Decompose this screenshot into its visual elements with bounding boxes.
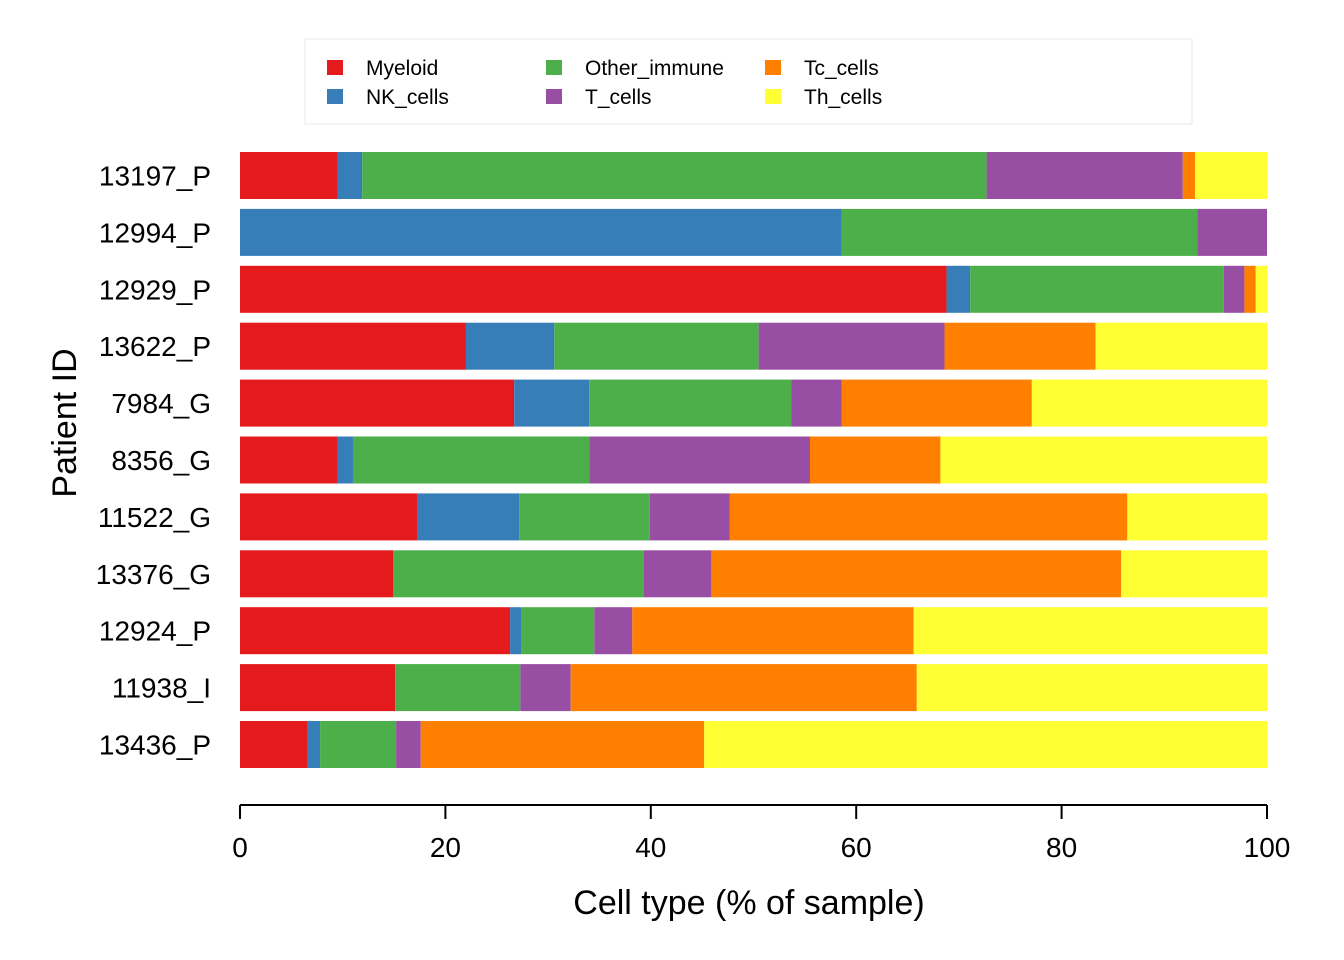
- bar-segment-13376_G-Tc_cells: [711, 550, 1122, 598]
- bar-segment-7984_G-Th_cells: [1031, 379, 1267, 427]
- legend-label-Tc_cells: Tc_cells: [804, 57, 879, 80]
- bar-segment-12929_P-Other_immune: [970, 265, 1224, 313]
- bar-segment-13622_P-Tc_cells: [944, 322, 1096, 370]
- bar-segment-13197_P-T_cells: [986, 152, 1183, 199]
- bar-segment-13197_P-Myeloid: [240, 152, 338, 199]
- bar-segment-8356_G-Tc_cells: [809, 436, 941, 484]
- bar-segment-11522_G-Tc_cells: [729, 493, 1128, 541]
- legend-swatch-Myeloid: [327, 60, 343, 75]
- legend-swatch-Tc_cells: [765, 60, 781, 75]
- x-tick-label: 40: [635, 832, 666, 863]
- bar-segment-12929_P-Th_cells: [1255, 265, 1267, 313]
- legend-swatch-Th_cells: [765, 89, 781, 104]
- bar-segment-11522_G-T_cells: [649, 493, 730, 541]
- x-tick-label: 60: [841, 832, 872, 863]
- x-axis-title: Cell type (% of sample): [573, 884, 924, 922]
- bar-segment-12994_P-T_cells: [1197, 208, 1267, 256]
- bar-segment-8356_G-Myeloid: [240, 436, 338, 484]
- legend-label-NK_cells: NK_cells: [366, 86, 449, 109]
- y-tick-label: 13376_G: [96, 559, 211, 590]
- bar-segment-11522_G-NK_cells: [417, 493, 520, 541]
- bar-segment-13622_P-NK_cells: [465, 322, 555, 370]
- x-tick-label: 100: [1244, 832, 1291, 863]
- bar-segment-12994_P-Other_immune: [841, 208, 1198, 256]
- bar-segment-12929_P-NK_cells: [946, 265, 971, 313]
- bar-segment-13376_G-T_cells: [643, 550, 712, 598]
- legend-box: [304, 38, 1193, 125]
- bar-segment-8356_G-Other_immune: [352, 436, 590, 484]
- bar-segment-12994_P-NK_cells: [240, 208, 842, 256]
- bar-segment-13622_P-T_cells: [758, 322, 945, 370]
- bar-segment-13436_P-Tc_cells: [420, 721, 705, 768]
- bar-segment-13376_G-Myeloid: [240, 550, 394, 598]
- legend-swatch-Other_immune: [546, 60, 562, 75]
- bar-segment-12924_P-Other_immune: [521, 607, 595, 655]
- legend-label-Myeloid: Myeloid: [366, 57, 438, 80]
- y-axis-title: Patient ID: [46, 348, 84, 497]
- bar-segment-13197_P-Tc_cells: [1182, 152, 1196, 199]
- y-tick-label: 13197_P: [99, 161, 211, 192]
- bar-segment-12929_P-Myeloid: [240, 265, 947, 313]
- bar-segment-7984_G-Myeloid: [240, 379, 515, 427]
- bar-segment-11522_G-Other_immune: [519, 493, 650, 541]
- bar-segment-8356_G-T_cells: [589, 436, 810, 484]
- bar-segment-7984_G-NK_cells: [514, 379, 590, 427]
- bar-segment-13376_G-Th_cells: [1121, 550, 1267, 598]
- y-tick-label: 11522_G: [98, 502, 211, 533]
- x-axis: 0 20 40 60 80 100: [232, 804, 1291, 863]
- y-tick-label: 13436_P: [99, 730, 211, 761]
- x-tick-label: 20: [430, 832, 461, 863]
- bar-segment-13436_P-T_cells: [396, 721, 421, 768]
- legend: Myeloid NK_cells Other_immune T_cells Tc_cel…: [304, 38, 1193, 125]
- bar-segment-13436_P-Th_cells: [704, 721, 1267, 768]
- bar-segment-11522_G-Myeloid: [240, 493, 418, 541]
- bar-segment-12929_P-Tc_cells: [1244, 265, 1256, 313]
- bar-segment-12924_P-T_cells: [594, 607, 633, 655]
- y-tick-label: 12929_P: [99, 274, 211, 305]
- bar-segment-8356_G-Th_cells: [940, 436, 1267, 484]
- y-tick-label: 12994_P: [99, 217, 211, 248]
- bar-segment-11938_I-Tc_cells: [570, 664, 917, 712]
- legend-swatch-T_cells: [546, 89, 562, 104]
- bar-segment-7984_G-Other_immune: [589, 379, 792, 427]
- bar-segment-12924_P-Tc_cells: [632, 607, 914, 655]
- y-tick-label: 7984_G: [111, 388, 211, 419]
- bars: [240, 152, 1267, 768]
- bar-segment-13197_P-Other_immune: [362, 152, 987, 199]
- bar-segment-13436_P-Other_immune: [320, 721, 397, 768]
- bar-segment-13197_P-Th_cells: [1195, 152, 1267, 199]
- bar-segment-12924_P-Th_cells: [913, 607, 1267, 655]
- legend-label-T_cells: T_cells: [585, 86, 652, 109]
- x-tick-label: 0: [232, 832, 248, 863]
- y-tick-label: 8356_G: [111, 445, 211, 476]
- y-tick-label: 13622_P: [99, 331, 211, 362]
- bar-segment-13622_P-Th_cells: [1095, 322, 1267, 370]
- bar-segment-13436_P-NK_cells: [307, 721, 321, 768]
- bar-segment-13622_P-Myeloid: [240, 322, 466, 370]
- bar-segment-12929_P-T_cells: [1223, 265, 1245, 313]
- bar-segment-11938_I-T_cells: [520, 664, 571, 712]
- bar-segment-13622_P-Other_immune: [554, 322, 759, 370]
- bar-segment-12924_P-NK_cells: [510, 607, 522, 655]
- x-tick-label: 80: [1046, 832, 1077, 863]
- bar-segment-8356_G-NK_cells: [337, 436, 353, 484]
- legend-swatch-NK_cells: [327, 89, 343, 104]
- bar-segment-12924_P-Myeloid: [240, 607, 511, 655]
- bar-segment-11938_I-Other_immune: [395, 664, 521, 712]
- bar-segment-11938_I-Myeloid: [240, 664, 396, 712]
- bar-segment-13436_P-Myeloid: [240, 721, 308, 768]
- y-tick-label: 12924_P: [99, 616, 211, 647]
- bar-segment-7984_G-T_cells: [791, 379, 842, 427]
- bar-segment-7984_G-Tc_cells: [841, 379, 1032, 427]
- bar-segment-11522_G-Th_cells: [1127, 493, 1267, 541]
- bar-segment-13376_G-Other_immune: [393, 550, 644, 598]
- legend-label-Th_cells: Th_cells: [804, 86, 882, 109]
- y-tick-labels: 13197_P 12994_P 12929_P 13622_P 7984_G 8356_G…: [96, 161, 211, 761]
- bar-segment-13197_P-NK_cells: [337, 152, 363, 199]
- bar-segment-11938_I-Th_cells: [916, 664, 1267, 712]
- y-tick-label: 11938_I: [112, 673, 211, 704]
- legend-label-Other_immune: Other_immune: [585, 57, 724, 80]
